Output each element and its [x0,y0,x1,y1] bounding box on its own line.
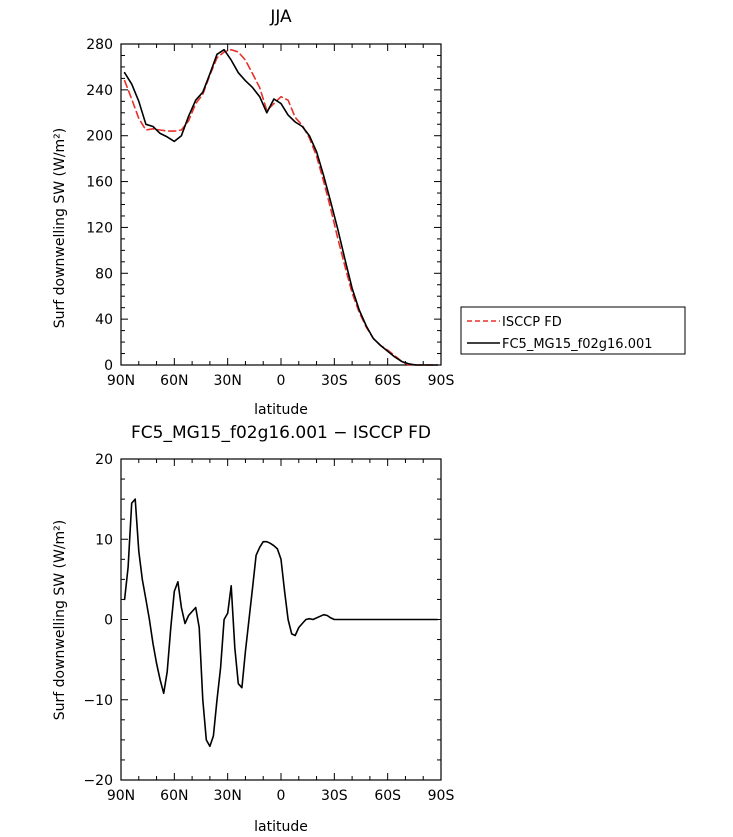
chart-1-y-axis-label: Surf downwelling SW (W/m²) [52,128,68,329]
x-tick-label: 90N [107,373,135,389]
chart-1-legend: ISCCP FD FC5_MG15_f02g16.001 [460,306,686,355]
x-tick-label: 30N [214,788,242,804]
legend-label-isccp-fd: ISCCP FD [502,315,562,330]
series-line-1-2 [123,48,439,366]
y-tick-label: 160 [86,175,113,191]
plot-frame [120,43,442,366]
x-tick-label: 30S [321,373,348,389]
y-tick-label: 120 [86,220,113,236]
legend-box [460,306,686,355]
chart-2-x-axis-label: latitude [254,819,308,835]
y-tick-label: 0 [104,613,113,629]
y-tick-label: 40 [95,312,113,328]
y-tick-label: 200 [86,129,113,145]
legend-label-fc5: FC5_MG15_f02g16.001 [502,337,653,352]
y-tick-label: −20 [83,773,113,789]
series-line-1-1 [123,48,439,366]
x-tick-label: 60S [374,788,401,804]
x-tick-label: 60N [160,373,188,389]
chart-1-x-axis-label: latitude [254,402,308,418]
y-tick-label: 10 [95,532,113,548]
chart-2-y-axis-label: Surf downwelling SW (W/m²) [52,520,68,721]
x-tick-label: 0 [277,788,286,804]
y-tick-label: −10 [83,693,113,709]
y-tick-label: 20 [95,452,113,468]
series-line-2-1 [123,498,439,748]
x-tick-label: 90N [107,788,135,804]
chart-1-title: JJA [269,7,292,27]
x-tick-label: 0 [277,373,286,389]
x-tick-label: 60S [374,373,401,389]
x-tick-label: 30N [214,373,242,389]
x-tick-label: 90S [428,788,455,804]
y-tick-label: 80 [95,266,113,282]
chart-2-plot: 90N 60N 30N 0 30S 60S 90S −20 −10 0 10 20 [83,452,454,804]
x-tick-label: 90S [428,373,455,389]
chart-1-plot: 90N 60N 30N 0 30S 60S 90S 0 40 80 120 160 200 240 280 [86,37,454,389]
y-tick-label: 0 [104,358,113,374]
y-tick-label: 240 [86,83,113,99]
chart-2-title: FC5_MG15_f02g16.001 − ISCCP FD [131,423,431,443]
x-tick-label: 30S [321,788,348,804]
x-tick-label: 60N [160,788,188,804]
y-tick-label: 280 [86,37,113,53]
